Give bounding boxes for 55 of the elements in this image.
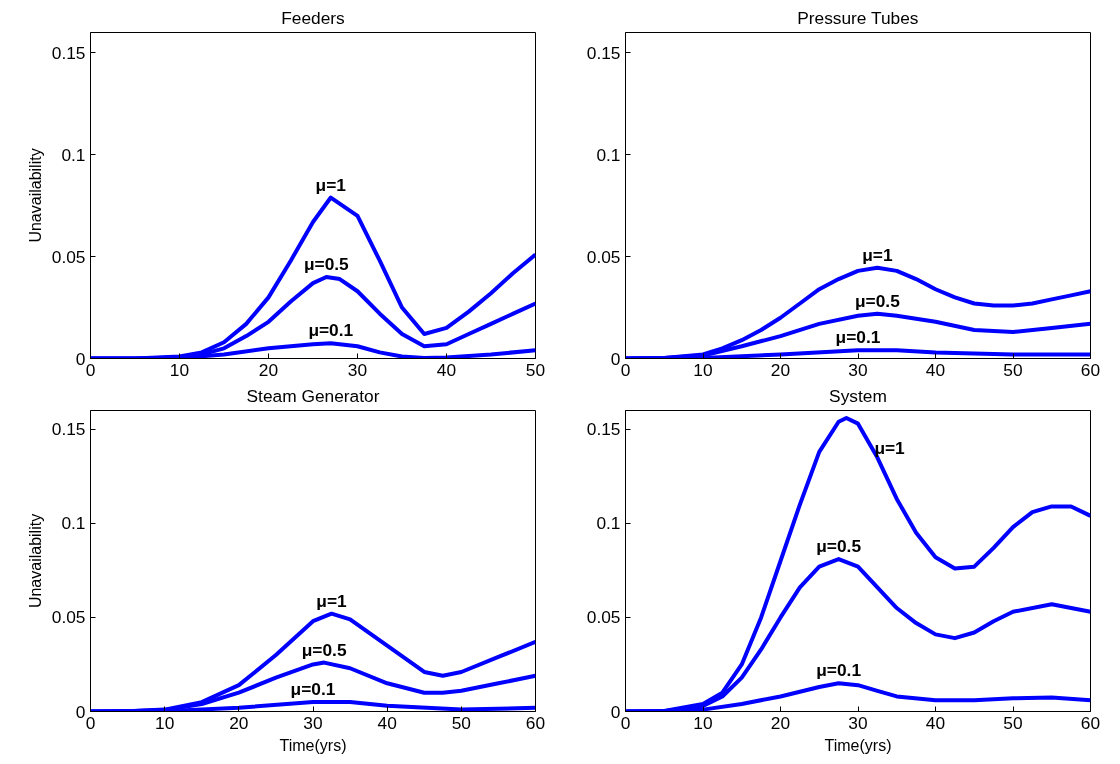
y-tick-label: 0.1 [596, 144, 621, 165]
series-label: μ=1 [316, 590, 348, 611]
x-tick-label: 30 [848, 712, 868, 733]
series-label: μ=0.5 [854, 290, 901, 311]
x-tick-label: 30 [303, 712, 323, 733]
series-label: μ=0.5 [816, 536, 862, 557]
chart-title: Feeders [281, 7, 346, 28]
y-tick-label: 0.1 [61, 144, 86, 165]
x-tick-label: 60 [525, 712, 546, 733]
x-tick-label: 30 [848, 359, 868, 380]
y-tick-label: 0.1 [596, 513, 621, 534]
x-tick-label: 40 [377, 712, 397, 733]
series-label: μ=1 [874, 438, 906, 459]
x-tick-label: 20 [770, 359, 791, 380]
y-tick-label: 0.05 [586, 607, 621, 628]
series-label: μ=0.1 [816, 660, 862, 681]
y-tick-label: 0.15 [51, 42, 86, 63]
x-tick-label: 50 [525, 359, 546, 380]
y-tick-label: 0.15 [586, 42, 621, 63]
x-axis-title: Time(yrs) [824, 736, 892, 754]
x-tick-label: 20 [229, 712, 249, 733]
chart-title: System [829, 385, 887, 406]
y-tick-label: 0.15 [586, 419, 621, 440]
x-tick-label: 50 [1003, 359, 1023, 380]
y-tick-label: 0.1 [61, 513, 86, 534]
x-tick-label: 10 [169, 359, 190, 380]
x-tick-label: 20 [258, 359, 279, 380]
x-tick-label: 40 [925, 359, 946, 380]
y-axis-title: Unavailability [26, 148, 44, 243]
x-tick-label: 40 [436, 359, 457, 380]
x-tick-label: 30 [347, 359, 368, 380]
series-label: μ=1 [315, 174, 347, 195]
chart-title: Steam Generator [246, 385, 380, 406]
series-label: μ=0.1 [308, 320, 354, 341]
chart-title: Pressure Tubes [797, 7, 919, 28]
x-tick-label: 20 [770, 712, 791, 733]
x-tick-label: 10 [155, 712, 175, 733]
y-tick-label: 0.05 [51, 246, 86, 267]
x-tick-label: 50 [451, 712, 471, 733]
x-tick-label: 60 [1080, 359, 1101, 380]
y-tick-label: 0.05 [51, 607, 86, 628]
x-tick-label: 50 [1003, 712, 1023, 733]
series-label: μ=0.5 [303, 254, 350, 274]
series-label: μ=1 [862, 244, 893, 265]
series-label: μ=0.1 [290, 679, 336, 700]
x-tick-label: 10 [693, 712, 713, 733]
y-tick-label: 0.15 [51, 419, 86, 440]
x-tick-label: 40 [925, 712, 946, 733]
x-tick-label: 60 [1080, 712, 1101, 733]
x-tick-label: 10 [693, 359, 713, 380]
y-tick-label: 0.05 [586, 246, 621, 267]
series-label: μ=0.1 [835, 327, 881, 348]
x-axis-title: Time(yrs) [279, 736, 347, 754]
series-label: μ=0.5 [301, 639, 347, 660]
y-axis-title: Unavailability [26, 513, 44, 609]
